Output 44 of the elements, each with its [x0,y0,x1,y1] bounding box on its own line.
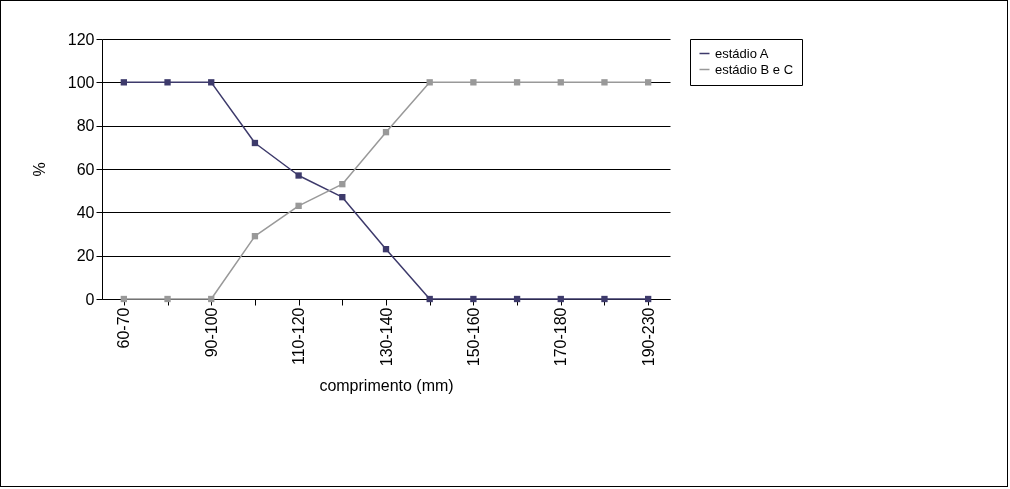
point [295,202,302,209]
x-tick-label: 130-140 [377,307,395,367]
point [164,79,171,86]
y-tick-label: 120 [67,30,95,48]
point [164,295,171,303]
point [251,139,259,147]
point [382,246,390,253]
x-tick-label: 170-180 [552,307,570,367]
point [339,181,346,188]
legend-label: estádio A [715,45,769,61]
y-axis-title: % [30,162,48,177]
point [601,79,608,86]
point [644,79,652,86]
point [382,129,390,136]
point [339,194,346,201]
y-tick-label: 0 [85,290,95,308]
point [426,295,433,303]
point [644,295,652,303]
legend-label: estádio B e C [715,61,794,77]
x-tick-label: 60-70 [115,307,133,349]
point [120,295,128,303]
x-axis-title: comprimento (mm) [319,377,454,395]
x-tick-label: 150-160 [464,307,482,367]
point [513,79,521,86]
point [208,295,215,303]
x-tick-label: 110-120 [290,307,308,366]
point [426,79,433,86]
point [557,79,564,86]
x-tick-label: 190-230 [639,307,657,367]
y-tick-label: 80 [76,117,95,135]
y-tick-label: 20 [76,247,95,265]
point [557,295,564,303]
y-tick-label: 100 [67,73,95,91]
point [120,79,128,86]
point [601,295,608,303]
point [295,172,302,179]
point [251,233,259,240]
y-tick-label: 40 [76,203,95,221]
y-tick-label: 60 [76,160,95,178]
point [470,295,477,303]
point [513,295,521,303]
point [208,79,215,86]
point [470,79,477,86]
x-tick-label: 90-100 [202,307,220,358]
